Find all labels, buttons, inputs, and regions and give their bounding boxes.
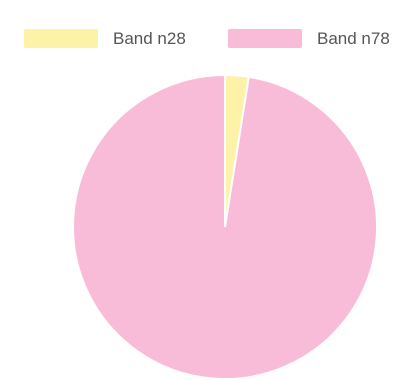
legend-swatch-band-n28 [24,29,98,48]
pie-slice-band-n78[interactable] [72,73,379,380]
chart-legend: Band n28 Band n78 [0,27,414,53]
legend-label-band-n28: Band n28 [113,29,186,48]
legend-swatch-band-n78 [228,29,302,48]
legend-label-band-n78: Band n78 [317,29,390,48]
